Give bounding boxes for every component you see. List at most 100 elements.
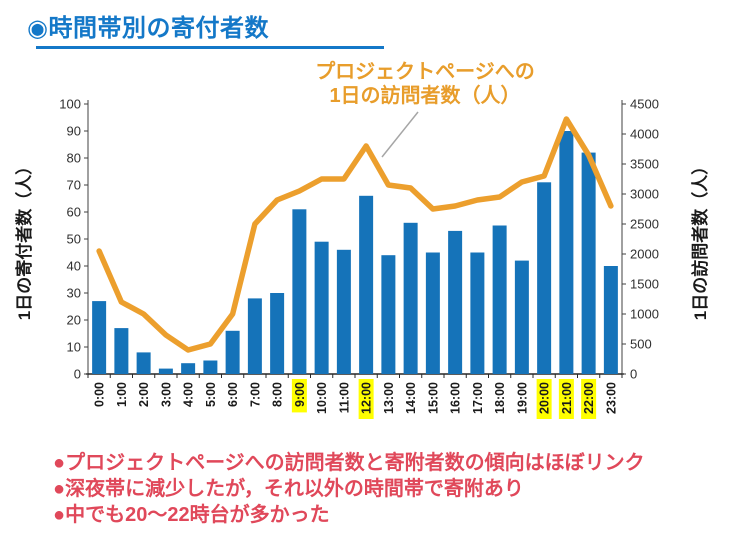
bar-2:00 bbox=[136, 352, 151, 374]
axes bbox=[86, 100, 624, 378]
right-axis-title: 1日の訪問者数（人） bbox=[690, 158, 710, 320]
left-axis-tick-label: 30 bbox=[67, 286, 81, 301]
callout-line-1: プロジェクトページへの bbox=[315, 61, 535, 83]
svg-text:6:00: 6:00 bbox=[226, 382, 240, 407]
x-axis-label: 9:00 bbox=[291, 379, 307, 413]
bullet-item: ●中でも20～22時台が多かった bbox=[53, 504, 330, 526]
svg-text:9:00: 9:00 bbox=[293, 382, 307, 407]
right-axis-tick-label: 4000 bbox=[630, 127, 659, 142]
right-axis-tick-label: 3000 bbox=[630, 187, 659, 202]
x-axis-label: 11:00 bbox=[337, 382, 351, 413]
left-axis: 0 10 20 30 40 50 60 70 80 90 100 bbox=[59, 97, 88, 382]
left-axis-tick-label: 60 bbox=[67, 205, 81, 220]
left-axis-tick-label: 90 bbox=[67, 124, 81, 139]
x-axis-label: 7:00 bbox=[248, 382, 262, 407]
bar-5:00 bbox=[203, 360, 218, 374]
conclusion-bullets: ●プロジェクトページへの訪問者数と寄附者数の傾向はほぼリンク ●深夜帯に減少した… bbox=[53, 450, 645, 528]
svg-text:20:00: 20:00 bbox=[538, 382, 552, 414]
svg-text:19:00: 19:00 bbox=[515, 382, 529, 414]
svg-text:12:00: 12:00 bbox=[360, 382, 374, 414]
svg-text:13:00: 13:00 bbox=[382, 382, 396, 414]
left-axis-tick-label: 100 bbox=[59, 97, 81, 112]
svg-text:22:00: 22:00 bbox=[582, 382, 596, 414]
svg-text:4:00: 4:00 bbox=[182, 382, 196, 407]
bar-20:00 bbox=[537, 182, 552, 374]
svg-text:10:00: 10:00 bbox=[315, 382, 329, 414]
bar-22:00 bbox=[581, 152, 596, 374]
right-axis-tick-label: 0 bbox=[630, 367, 637, 382]
x-axis-label: 2:00 bbox=[137, 382, 151, 407]
svg-text:8:00: 8:00 bbox=[271, 382, 285, 407]
right-axis: 0 500 1000 1500 2000 2500 3000 3500 4000 4500 bbox=[622, 97, 659, 382]
right-axis-tick-label: 3500 bbox=[630, 157, 659, 172]
left-axis-tick-label: 0 bbox=[74, 367, 81, 382]
bar-10:00 bbox=[314, 241, 329, 374]
x-axis-label: 18:00 bbox=[493, 382, 507, 414]
bar-7:00 bbox=[247, 298, 262, 374]
x-axis-label: 6:00 bbox=[226, 382, 240, 407]
label-highlight bbox=[558, 379, 574, 419]
x-axis-label: 3:00 bbox=[159, 382, 173, 407]
svg-text:14:00: 14:00 bbox=[404, 382, 418, 414]
bullet-item: ●深夜帯に減少したが，それ以外の時間帯で寄附あり bbox=[53, 478, 524, 500]
x-axis-label: 22:00 bbox=[581, 379, 597, 419]
bar-9:00 bbox=[292, 209, 307, 374]
bar-11:00 bbox=[336, 249, 351, 374]
bar-1:00 bbox=[114, 328, 129, 374]
x-axis-label: 16:00 bbox=[449, 382, 463, 414]
svg-text:1:00: 1:00 bbox=[115, 382, 129, 407]
svg-text:7:00: 7:00 bbox=[248, 382, 262, 407]
svg-text:23:00: 23:00 bbox=[604, 382, 618, 414]
right-axis-tick-label: 500 bbox=[630, 337, 652, 352]
bullet-item: ●プロジェクトページへの訪問者数と寄附者数の傾向はほぼリンク bbox=[53, 452, 645, 474]
visitors-line bbox=[96, 116, 614, 353]
svg-text:18:00: 18:00 bbox=[493, 382, 507, 414]
svg-text:2:00: 2:00 bbox=[137, 382, 151, 407]
bar-19:00 bbox=[514, 260, 529, 374]
right-axis-tick-label: 1500 bbox=[630, 277, 659, 292]
svg-text:15:00: 15:00 bbox=[426, 382, 440, 414]
left-axis-tick-label: 50 bbox=[67, 232, 81, 247]
bar-18:00 bbox=[492, 225, 507, 374]
svg-text:17:00: 17:00 bbox=[471, 382, 485, 414]
x-axis-label: 8:00 bbox=[271, 382, 285, 407]
line-series-callout: プロジェクトページへの 1日の訪問者数（人） bbox=[283, 60, 567, 108]
bar-13:00 bbox=[381, 255, 396, 374]
x-axis-label: 10:00 bbox=[315, 382, 329, 414]
callout-leader-line bbox=[381, 111, 419, 158]
x-axis-label: 1:00 bbox=[115, 382, 129, 407]
svg-text:11:00: 11:00 bbox=[337, 382, 351, 413]
right-axis-tick-label: 2000 bbox=[630, 247, 659, 262]
left-axis-tick-label: 10 bbox=[67, 340, 81, 355]
svg-text:3:00: 3:00 bbox=[159, 382, 173, 407]
label-highlight bbox=[358, 379, 374, 419]
left-axis-tick-label: 20 bbox=[67, 313, 81, 328]
bar-8:00 bbox=[270, 293, 285, 374]
x-axis-labels: 0:00 1:00 2:00 3:00 4:00 5:00 6:00 7:00 8:00 9:00… bbox=[93, 379, 618, 419]
bar-4:00 bbox=[181, 363, 196, 374]
bar-6:00 bbox=[225, 330, 240, 374]
x-axis-label: 5:00 bbox=[204, 382, 218, 407]
x-axis-label: 20:00 bbox=[536, 379, 552, 419]
svg-text:21:00: 21:00 bbox=[560, 382, 574, 414]
right-axis-tick-label: 1000 bbox=[630, 307, 659, 322]
callout-line-2: 1日の訪問者数（人） bbox=[329, 85, 521, 107]
x-axis-label: 23:00 bbox=[604, 382, 618, 414]
svg-text:5:00: 5:00 bbox=[204, 382, 218, 407]
x-axis-label: 12:00 bbox=[358, 379, 374, 419]
bar-14:00 bbox=[403, 222, 418, 374]
bar-15:00 bbox=[425, 252, 440, 374]
left-axis-tick-label: 80 bbox=[67, 151, 81, 166]
x-axis-label: 13:00 bbox=[382, 382, 396, 414]
bar-12:00 bbox=[359, 195, 374, 374]
svg-text:16:00: 16:00 bbox=[449, 382, 463, 414]
x-axis-label: 14:00 bbox=[404, 382, 418, 414]
right-axis-tick-label: 2500 bbox=[630, 217, 659, 232]
bar-21:00 bbox=[559, 131, 574, 374]
bar-23:00 bbox=[603, 266, 618, 374]
bar-0:00 bbox=[92, 301, 107, 374]
title-underline bbox=[36, 46, 384, 49]
x-axis-label: 0:00 bbox=[93, 382, 107, 407]
x-axis-label: 4:00 bbox=[182, 382, 196, 407]
